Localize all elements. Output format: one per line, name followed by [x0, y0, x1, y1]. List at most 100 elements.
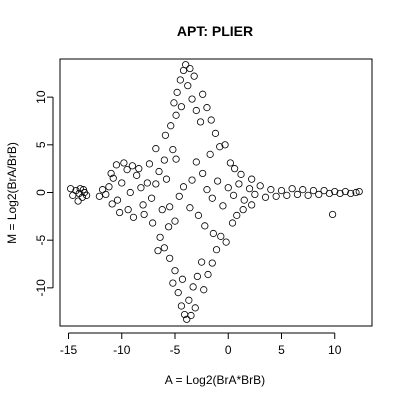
data-point — [214, 177, 222, 185]
data-point — [69, 191, 77, 199]
data-point — [108, 200, 116, 208]
data-point — [288, 185, 296, 193]
data-point — [341, 187, 349, 196]
data-point — [183, 315, 191, 323]
data-point — [186, 204, 194, 212]
data-point — [74, 197, 82, 205]
y-tick-label: -5 — [34, 235, 48, 246]
data-point — [221, 141, 229, 149]
data-point — [145, 160, 154, 168]
data-point — [186, 64, 194, 73]
data-point — [133, 171, 141, 179]
x-tick-label: 5 — [278, 343, 285, 357]
data-point — [177, 302, 185, 310]
data-point — [325, 189, 334, 198]
data-point — [174, 289, 182, 297]
data-point — [118, 179, 126, 187]
data-point — [191, 304, 199, 312]
data-point — [192, 158, 200, 166]
data-point — [152, 180, 160, 188]
data-point — [201, 222, 209, 230]
data-point — [229, 191, 238, 199]
data-point — [160, 244, 168, 252]
data-point — [355, 187, 363, 196]
data-point — [251, 190, 259, 199]
data-point — [189, 283, 197, 291]
data-point — [203, 104, 211, 112]
data-point — [178, 275, 187, 283]
data-point — [170, 99, 178, 107]
data-point — [240, 196, 248, 204]
data-point — [272, 192, 280, 200]
data-point — [277, 186, 286, 195]
data-point — [267, 186, 275, 194]
data-point — [160, 156, 168, 164]
data-point — [216, 143, 224, 151]
data-point — [161, 131, 170, 139]
data-point — [105, 183, 113, 191]
x-tick-label: -15 — [60, 343, 78, 357]
data-point — [67, 185, 75, 193]
data-point — [155, 167, 163, 176]
data-point — [235, 180, 243, 188]
data-point — [208, 259, 216, 267]
data-point — [102, 190, 110, 199]
data-point — [256, 182, 264, 190]
data-point — [112, 161, 121, 169]
data-point — [79, 186, 88, 194]
data-point — [166, 254, 174, 262]
y-axis: -10 -5 0 5 10 — [34, 90, 54, 297]
data-point — [207, 116, 215, 124]
data-point — [76, 185, 84, 193]
data-point — [231, 165, 239, 173]
data-point — [187, 311, 195, 320]
data-point — [113, 196, 122, 204]
data-point — [211, 129, 220, 137]
data-point — [116, 208, 124, 217]
data-point — [171, 267, 179, 275]
data-point — [166, 203, 174, 211]
data-point — [162, 175, 171, 183]
data-point — [199, 169, 207, 178]
data-point — [328, 210, 337, 219]
data-point — [293, 190, 302, 199]
y-tick-label: -10 — [34, 279, 48, 297]
data-point — [200, 286, 208, 294]
data-point — [336, 189, 344, 198]
data-point — [209, 229, 217, 238]
x-tick-label: -5 — [170, 343, 181, 357]
data-point — [176, 76, 184, 84]
data-point — [154, 247, 162, 255]
data-point — [184, 82, 192, 90]
data-point — [126, 188, 134, 197]
data-point — [95, 192, 104, 200]
data-point — [212, 246, 221, 254]
data-point — [177, 103, 185, 111]
data-point — [196, 118, 205, 126]
data-point — [182, 61, 190, 69]
data-point — [248, 201, 256, 209]
data-point — [149, 219, 157, 227]
data-point — [175, 192, 183, 200]
data-point — [109, 174, 117, 182]
data-point — [135, 165, 143, 173]
data-point — [129, 213, 138, 221]
data-point — [107, 169, 115, 178]
data-point — [217, 232, 225, 240]
data-point — [315, 190, 323, 199]
data-point — [352, 188, 360, 197]
data-point — [347, 189, 355, 198]
data-point — [139, 201, 147, 209]
data-point — [152, 145, 160, 153]
data-point — [226, 159, 234, 167]
data-point — [188, 176, 196, 184]
data-point — [283, 191, 291, 199]
data-point — [173, 88, 181, 96]
data-point — [185, 296, 193, 304]
data-point — [165, 223, 173, 231]
data-point — [123, 166, 131, 174]
data-point — [193, 272, 201, 281]
y-axis-label: M = Log2(BrA/BrB) — [5, 142, 19, 244]
x-axis: -15 -10 -5 0 5 10 — [60, 332, 342, 357]
